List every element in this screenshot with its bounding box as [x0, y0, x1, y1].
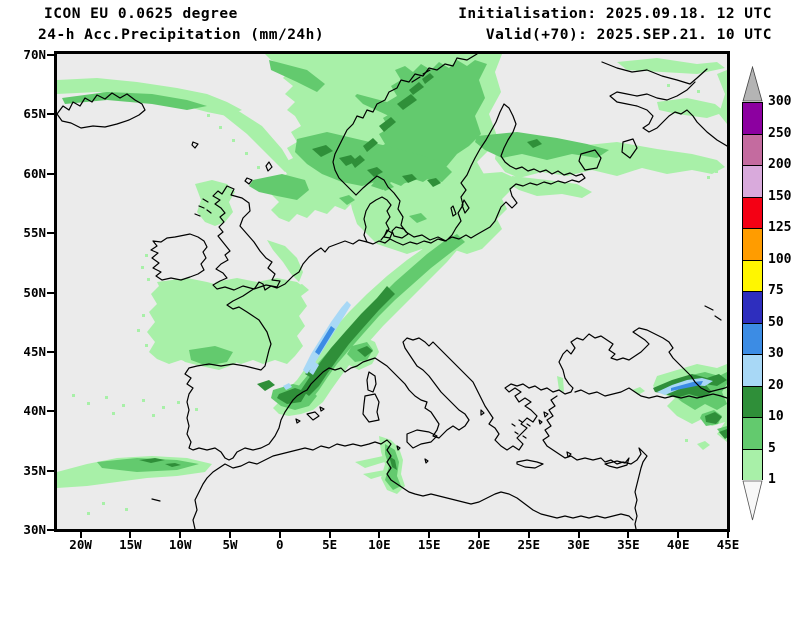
colorbar-band-7: [742, 322, 763, 354]
lon-label-20W: 20W: [69, 537, 92, 552]
lat-label-45N: 45N: [23, 343, 46, 359]
colorbar-band-3: [742, 196, 763, 228]
colorbar-band-1: [742, 133, 763, 165]
colorbar-band-5: [742, 259, 763, 291]
init-time: Initialisation: 2025.09.18. 12 UTC: [458, 6, 772, 22]
colorbar-value-1: 1: [768, 472, 776, 487]
colorbar-value-200: 200: [768, 157, 792, 172]
map-frame: [54, 51, 730, 532]
colorbar-band-4: [742, 228, 763, 260]
lon-tick: [527, 532, 530, 538]
lon-tick: [727, 532, 729, 538]
lon-label-15W: 15W: [119, 537, 142, 552]
lon-label-45E: 45E: [716, 537, 740, 552]
lon-tick: [627, 532, 630, 538]
lon-label-40E: 40E: [666, 537, 690, 552]
colorbar-band-9: [742, 385, 763, 417]
colorbar-value-150: 150: [768, 188, 792, 204]
lon-label-30E: 30E: [567, 537, 590, 552]
colorbar-arrow-top: [742, 66, 763, 102]
precip-medium-blue-layer: [315, 326, 703, 391]
lat-label-50N: 50N: [23, 284, 46, 300]
lon-label-35E: 35E: [617, 537, 640, 552]
colorbar-value-125: 125: [768, 220, 792, 235]
colorbar-value-30: 30: [768, 346, 784, 361]
lon-tick: [229, 532, 231, 538]
colorbar-arrow-bottom: [742, 480, 763, 521]
lat-tick: [47, 172, 54, 175]
colorbar-band-0: [742, 102, 763, 134]
lon-tick: [677, 532, 680, 538]
lat-label-55N: 55N: [23, 225, 46, 241]
lon-tick: [378, 532, 381, 538]
lat-label-65N: 65N: [23, 106, 46, 122]
lat-label-35N: 35N: [23, 462, 46, 478]
colorbar: [742, 66, 763, 521]
colorbar-band-10: [742, 417, 763, 449]
lat-tick: [47, 410, 54, 413]
colorbar-value-75: 75: [768, 283, 784, 298]
lon-label-10E: 10E: [368, 537, 391, 552]
lon-tick: [478, 532, 480, 538]
precip-speckle-layer: [72, 84, 718, 515]
lon-label-5W: 5W: [222, 537, 238, 552]
lat-tick: [47, 469, 54, 472]
lon-label-10W: 10W: [168, 537, 192, 552]
lat-label-60N: 60N: [23, 165, 46, 181]
colorbar-value-50: 50: [768, 314, 784, 330]
lat-label-70N: 70N: [23, 47, 46, 62]
lat-tick: [47, 54, 54, 56]
lon-tick: [577, 532, 580, 538]
coastline-layer: [57, 54, 727, 529]
lon-label-5E: 5E: [322, 537, 338, 552]
lon-label-15E: 15E: [417, 537, 441, 552]
lat-tick: [47, 113, 54, 116]
lon-tick: [278, 532, 281, 538]
lon-tick: [179, 532, 182, 538]
lon-tick: [428, 532, 431, 538]
colorbar-band-11: [742, 448, 763, 480]
lon-tick: [79, 532, 82, 538]
colorbar-band-8: [742, 354, 763, 386]
colorbar-value-5: 5: [768, 440, 776, 456]
colorbar-band-2: [742, 165, 763, 197]
lat-label-40N: 40N: [23, 403, 46, 419]
colorbar-value-250: 250: [768, 125, 792, 141]
lon-label-25E: 25E: [517, 537, 541, 552]
lon-tick: [129, 532, 132, 538]
colorbar-value-20: 20: [768, 377, 784, 393]
colorbar-value-10: 10: [768, 409, 784, 424]
product-title: 24-h Acc.Precipitation (mm/24h): [38, 27, 325, 43]
lat-tick: [47, 529, 54, 531]
valid-time: Valid(+70): 2025.SEP.21. 10 UTC: [485, 27, 772, 43]
lat-tick: [47, 291, 54, 294]
lat-label-30N: 30N: [23, 522, 46, 537]
map-canvas: [57, 54, 727, 529]
lon-label-0: 0: [276, 537, 284, 552]
lat-tick: [47, 232, 54, 235]
colorbar-band-6: [742, 291, 763, 323]
lon-label-20E: 20E: [467, 537, 491, 552]
colorbar-value-300: 300: [768, 94, 792, 109]
lat-tick: [47, 350, 54, 353]
lon-tick: [328, 532, 331, 538]
model-title: ICON EU 0.0625 degree: [44, 6, 238, 22]
colorbar-value-100: 100: [768, 251, 792, 267]
